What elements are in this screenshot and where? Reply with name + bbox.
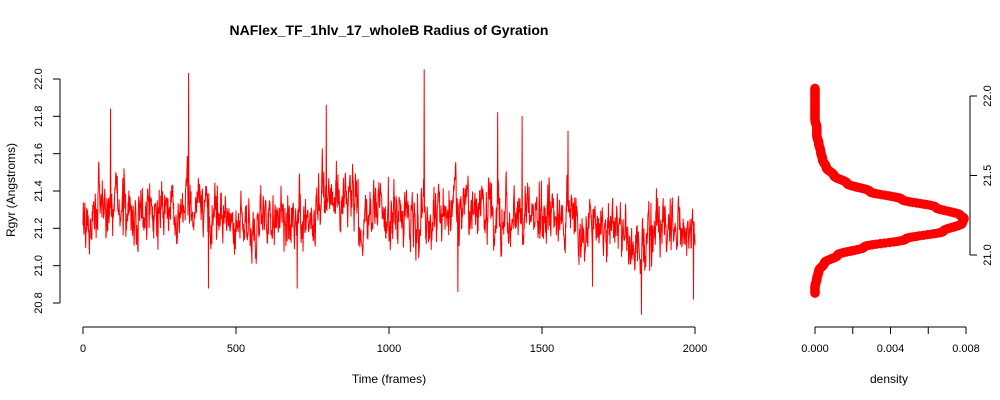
chart-title: NAFlex_TF_1hlv_17_wholeB Radius of Gyrat… <box>230 22 549 38</box>
x-tick-label: 2000 <box>683 343 707 355</box>
x-tick-label: 0 <box>80 343 86 355</box>
time-series-panel: 0 500 1000 1500 2000 20.8 21.0 21.2 21.4 21.6 21.8… <box>4 68 707 386</box>
rgyr-series-line <box>82 69 696 315</box>
density-y-tick-label: 21.0 <box>982 244 994 265</box>
x-tick-label: 1000 <box>377 343 401 355</box>
density-point <box>810 83 820 94</box>
density-curve <box>810 83 969 298</box>
y-axis-label: Rgyr (Angstroms) <box>4 143 18 237</box>
y-tick-label: 21.2 <box>33 218 45 239</box>
y-tick-label: 21.6 <box>33 143 45 164</box>
density-x-tick-label: 0.008 <box>952 343 980 355</box>
y-tick-label: 21.4 <box>33 180 45 201</box>
density-y-tick-label: 22.0 <box>982 85 994 106</box>
y-tick-label: 21.8 <box>33 106 45 127</box>
density-x-tick-label: 0.004 <box>877 343 905 355</box>
density-axis-label: density <box>870 372 908 386</box>
y-tick-label: 22.0 <box>33 68 45 89</box>
x-tick-label: 1500 <box>530 343 554 355</box>
density-y-tick-label: 21.5 <box>982 165 994 186</box>
y-tick-label: 21.0 <box>33 255 45 276</box>
x-axis-label: Time (frames) <box>352 372 426 386</box>
time-series-axes: 0 500 1000 1500 2000 20.8 21.0 21.2 21.4 21.6 21.8… <box>33 68 707 355</box>
y-tick-label: 20.8 <box>33 292 45 313</box>
x-tick-label: 500 <box>227 343 245 355</box>
density-x-tick-label: 0.000 <box>801 343 829 355</box>
density-axes: 0.000 0.004 0.008 21.0 21.5 22.0 <box>801 85 994 355</box>
density-panel: 0.000 0.004 0.008 21.0 21.5 22.0 density <box>801 83 994 386</box>
